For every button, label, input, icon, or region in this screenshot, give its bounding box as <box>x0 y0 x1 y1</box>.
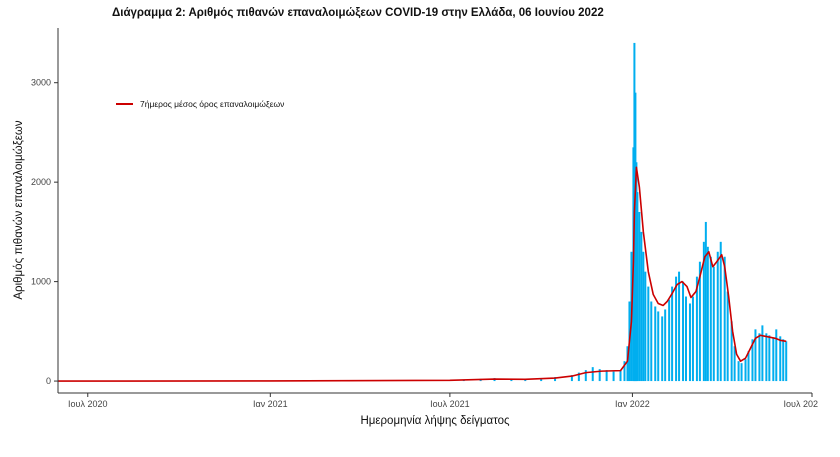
bar <box>626 346 629 382</box>
bar <box>782 339 785 382</box>
bar <box>691 296 694 382</box>
legend-label: 7ήμερος μέσος όρος επαναλοιμώξεων <box>140 99 284 109</box>
x-tick-label: Ιαν 2021 <box>253 399 288 409</box>
bar <box>661 316 664 382</box>
bar <box>584 370 587 382</box>
bar <box>751 339 754 382</box>
bar <box>719 241 722 382</box>
bar <box>554 377 557 382</box>
bar <box>598 369 601 382</box>
bar <box>761 325 764 382</box>
bar <box>712 266 715 382</box>
chart-title: Διάγραμμα 2: Αριθμός πιθανών επαναλοιμώξ… <box>112 7 604 19</box>
bar <box>570 375 573 382</box>
bar <box>785 341 788 382</box>
bar <box>765 333 768 382</box>
bar <box>695 276 698 382</box>
bar <box>612 371 615 382</box>
bar <box>577 372 580 382</box>
bar <box>698 261 701 382</box>
x-tick-label: Ιαν 2022 <box>615 399 650 409</box>
bar <box>682 281 685 382</box>
bar <box>779 336 782 382</box>
bar <box>730 321 733 382</box>
bar <box>640 231 643 382</box>
bar <box>754 329 757 382</box>
x-tick-label: Ιουλ 2020 <box>68 399 107 409</box>
y-tick-label: 1000 <box>31 277 51 287</box>
y-axis-title: Αριθμός πιθανών επαναλοιμώξεων <box>13 120 25 299</box>
bar <box>740 363 743 382</box>
axes <box>57 28 812 394</box>
y-tick-label: 3000 <box>31 78 51 88</box>
bar <box>704 221 707 382</box>
bar <box>668 299 671 382</box>
bar <box>623 361 626 382</box>
y-tick-label: 0 <box>46 376 51 386</box>
x-tick-label: Ιουλ 202 <box>784 399 818 409</box>
y-tick-label: 2000 <box>31 177 51 187</box>
bar <box>636 192 639 382</box>
x-axis-title: Ημερομηνία λήψης δείγματος <box>360 415 510 427</box>
bar <box>657 311 660 382</box>
bar <box>706 246 709 382</box>
plot-area <box>57 42 788 382</box>
bar <box>644 271 647 382</box>
legend: 7ήμερος μέσος όρος επαναλοιμώξεων <box>116 99 284 109</box>
bar <box>775 329 778 382</box>
bar <box>723 256 726 382</box>
bar <box>675 276 678 382</box>
bar <box>671 286 674 382</box>
bar <box>702 241 705 382</box>
bar <box>524 379 527 382</box>
axis-ticks: 0 1000 2000 3000 Ιουλ 2020 Ιαν 2021 Ιουλ 2021 Ι… <box>31 78 818 409</box>
bar <box>737 361 740 382</box>
bar <box>685 296 687 382</box>
bar <box>733 346 736 382</box>
bar <box>591 367 594 382</box>
bar <box>716 251 719 382</box>
bar <box>642 251 645 382</box>
bar <box>772 338 775 382</box>
bar <box>758 333 761 382</box>
bar <box>605 370 608 382</box>
x-tick-label: Ιουλ 2021 <box>430 399 469 409</box>
bar <box>638 211 641 382</box>
bar <box>768 335 771 382</box>
bar <box>678 271 681 382</box>
bar <box>688 303 691 382</box>
bar <box>726 291 729 382</box>
bar <box>540 378 543 382</box>
bar <box>747 351 750 382</box>
bar <box>647 286 650 382</box>
bar <box>664 309 667 382</box>
series-line <box>57 166 787 382</box>
bar <box>619 370 622 382</box>
bar <box>654 306 657 382</box>
bar <box>709 256 712 382</box>
bar <box>744 359 747 382</box>
bar <box>650 301 653 382</box>
